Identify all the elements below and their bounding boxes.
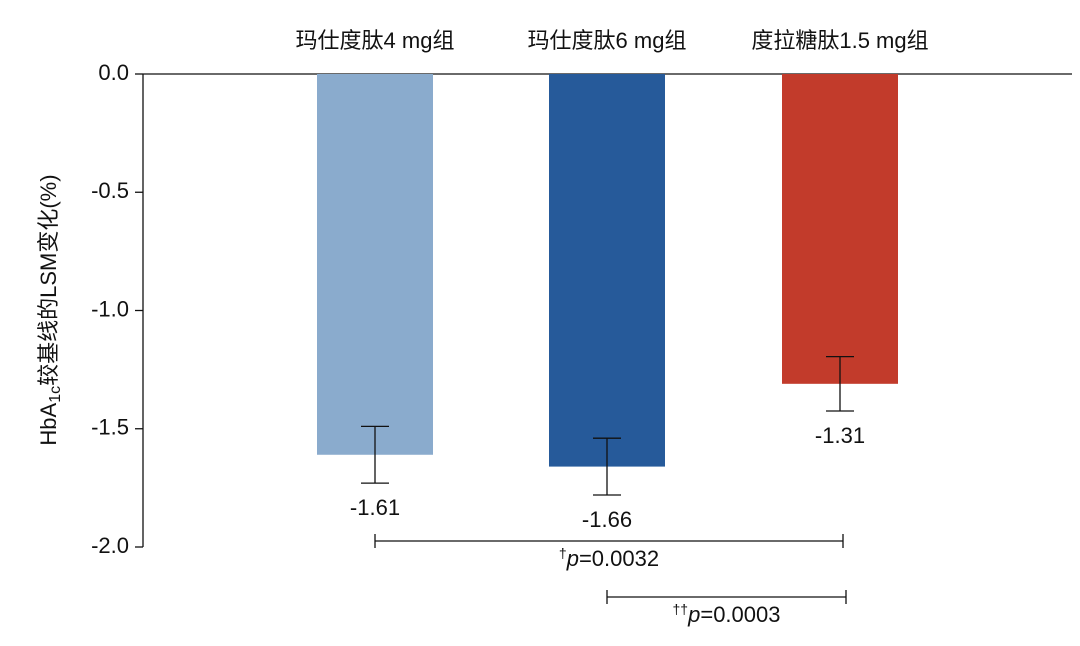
p-value: ††p=0.0003	[673, 601, 781, 627]
y-tick-label: -2.0	[91, 533, 129, 558]
y-tick-label: 0.0	[98, 60, 129, 85]
y-tick-label: -0.5	[91, 178, 129, 203]
category-label: 玛仕度肽6 mg组	[528, 28, 687, 53]
p-value: †p=0.0032	[559, 545, 659, 571]
p-marker: †	[559, 545, 567, 561]
bar	[549, 74, 665, 467]
p-text: =0.0003	[700, 602, 780, 627]
y-tick-label: -1.5	[91, 415, 129, 440]
bar	[317, 74, 433, 455]
value-label: -1.61	[350, 495, 400, 520]
p-marker: ††	[673, 601, 689, 617]
bar	[782, 74, 898, 384]
value-label: -1.31	[815, 423, 865, 448]
category-label: 度拉糖肽1.5 mg组	[751, 28, 928, 53]
category-label: 玛仕度肽4 mg组	[296, 28, 455, 53]
p-text: =0.0032	[579, 546, 659, 571]
p-symbol: p	[566, 546, 579, 571]
p-symbol: p	[687, 602, 700, 627]
y-tick-label: -1.0	[91, 296, 129, 321]
y-axis-label: HbA1c较基线的LSM变化(%)	[36, 174, 64, 445]
value-label: -1.66	[582, 507, 632, 532]
